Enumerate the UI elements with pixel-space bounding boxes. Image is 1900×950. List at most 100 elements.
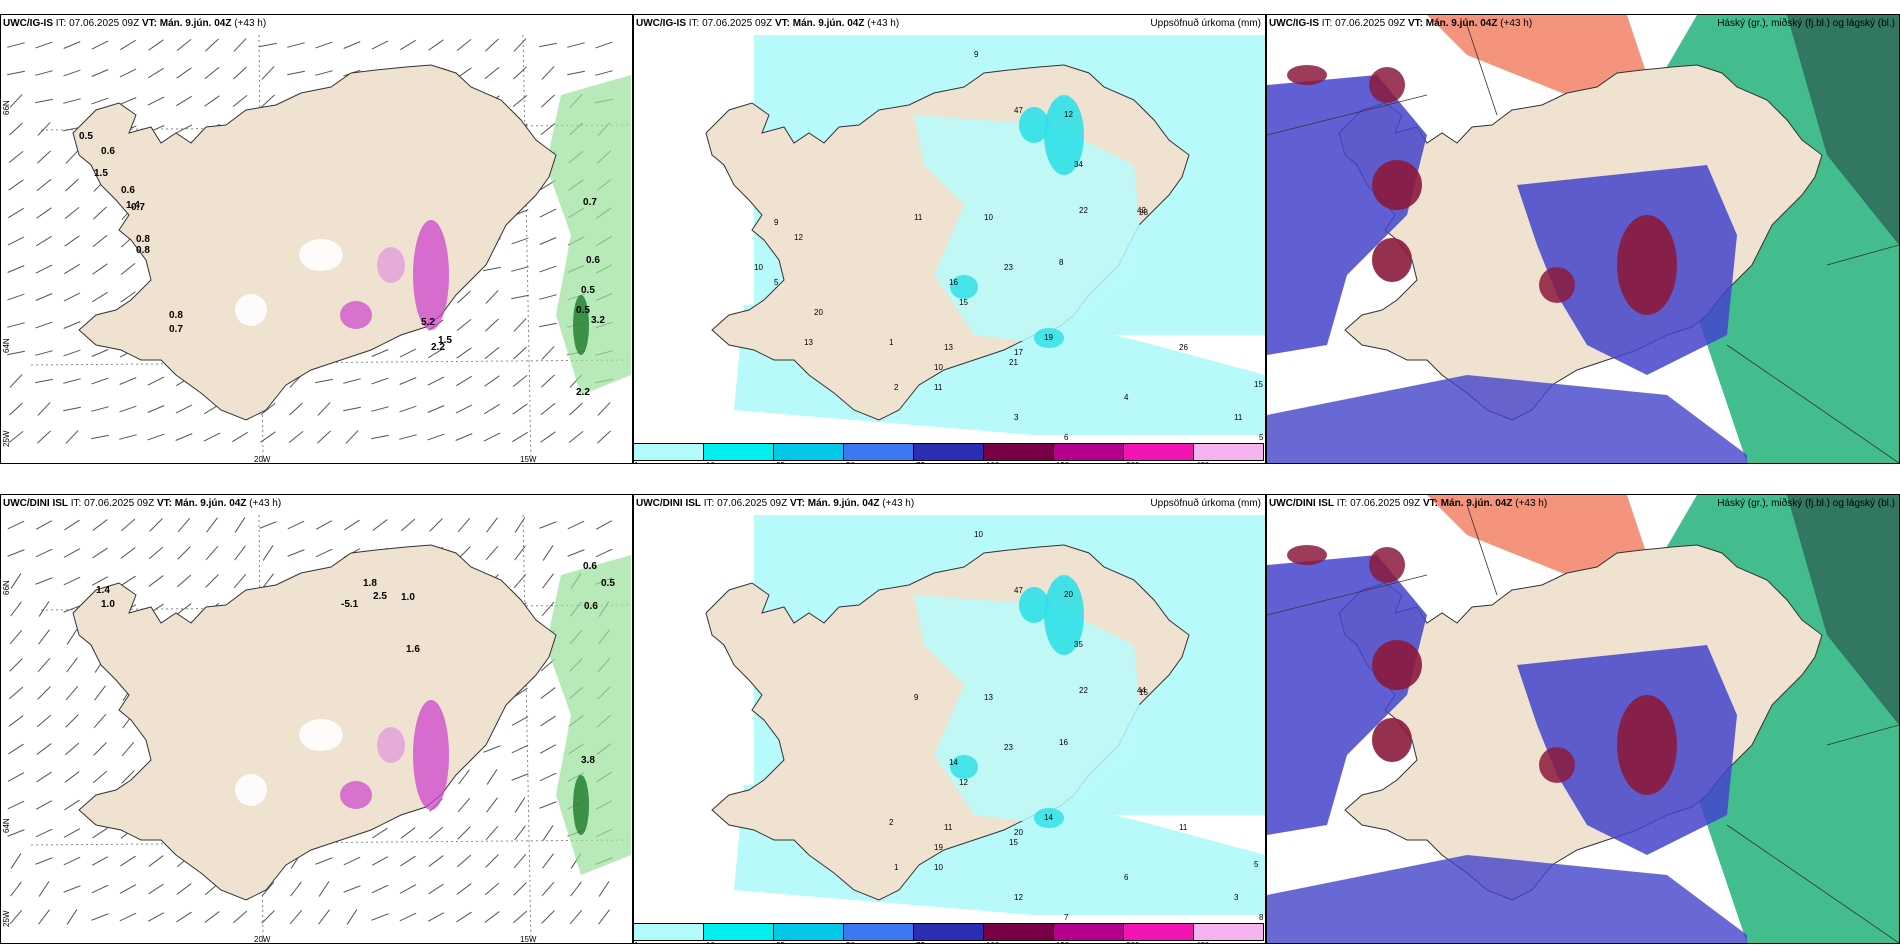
precip-moderate — [1034, 328, 1064, 348]
value-label: 47 — [1014, 106, 1023, 115]
value-label: 6 — [1064, 433, 1069, 442]
wind-barb — [512, 403, 528, 415]
panel-subtitle: Uppsöfnuð úrkoma (mm) — [1150, 498, 1261, 509]
wind-barb — [541, 66, 555, 80]
glacier — [235, 294, 267, 326]
low-cloud-area — [1267, 75, 1427, 355]
value-label: 22 — [1079, 206, 1088, 215]
lon-label-25w: 25W — [2, 910, 11, 927]
colorbar-tick-label: 150 — [1056, 941, 1069, 943]
border-line — [1726, 824, 1899, 943]
colorbar-tick-label: 50 — [846, 461, 855, 463]
wind-barb — [539, 322, 557, 328]
value-label: 0.6 — [586, 255, 600, 266]
colorbar-segment — [634, 924, 704, 940]
wind-barb — [512, 374, 528, 388]
wind-barb — [8, 743, 24, 755]
wind-barb — [458, 769, 470, 785]
heavy-rain — [573, 775, 589, 835]
rain-area — [546, 555, 631, 875]
value-label: 10 — [934, 363, 943, 372]
colorbar-segment — [914, 444, 984, 460]
value-label: 1.8 — [363, 578, 377, 589]
value-label: 28 — [1139, 208, 1148, 217]
wind-barb — [35, 321, 53, 329]
wind-barb — [512, 910, 528, 924]
value-label: 11 — [914, 213, 923, 222]
wind-barb — [64, 771, 80, 783]
wind-barb — [66, 909, 78, 925]
wind-barb — [176, 911, 192, 923]
border-line — [1267, 94, 1428, 136]
value-label: 3.2 — [591, 315, 605, 326]
wind-barb — [541, 881, 555, 897]
wind-barb — [541, 601, 555, 617]
wind-barb — [539, 237, 557, 245]
value-label: 19 — [934, 843, 943, 852]
colorbar-tick-label: 150 — [1056, 461, 1069, 463]
value-label: 0.5 — [581, 285, 595, 296]
value-label: 1.5 — [438, 335, 452, 346]
value-label: 12 — [794, 233, 803, 242]
colorbar-tick-label: 200 — [1126, 461, 1139, 463]
high-cloud-thin — [1427, 15, 1647, 95]
wind-barb — [66, 657, 78, 673]
colorbar-tick-label: 25 — [776, 941, 785, 943]
mid-cloud-area — [1617, 215, 1677, 315]
wind-barb — [567, 520, 585, 530]
lat-label-66n: 66N — [2, 100, 11, 115]
wind-barb — [38, 881, 50, 897]
snow-area — [340, 301, 372, 329]
value-label: 21 — [1009, 358, 1018, 367]
wind-barb — [540, 715, 556, 727]
wind-barb — [148, 39, 164, 51]
value-label: 11 — [944, 823, 953, 832]
value-label: 0.6 — [583, 561, 597, 572]
wind-barb — [10, 601, 22, 617]
wind-barb — [204, 95, 220, 107]
wind-barb — [176, 67, 192, 79]
precip-moderate — [1019, 107, 1049, 143]
wind-barb — [595, 70, 613, 76]
value-label: 7 — [1064, 913, 1069, 922]
rain-area — [546, 75, 631, 395]
value-label: 0.6 — [121, 185, 135, 196]
wind-barb — [64, 235, 80, 247]
value-label: 14 — [1044, 813, 1053, 822]
value-label: 22 — [1079, 686, 1088, 695]
wind-barb — [486, 769, 498, 785]
wind-barb — [63, 98, 81, 104]
precip-colorbar: 1 10 25 50 75 100 150 200 400 — [634, 443, 1264, 463]
wind-barb — [456, 318, 472, 332]
wind-barb — [371, 377, 389, 385]
wind-barb — [91, 349, 109, 357]
wind-barb — [121, 770, 135, 784]
wind-barb — [205, 574, 219, 588]
high-cloud-dense — [1787, 15, 1899, 245]
wind-barb — [456, 375, 472, 387]
colorbar-tick-label: 75 — [916, 461, 925, 463]
value-label: 1.6 — [406, 644, 420, 655]
wind-barb — [63, 406, 81, 412]
wind-barb — [120, 855, 136, 867]
wind-barb — [343, 856, 361, 866]
wind-barb — [569, 909, 583, 925]
low-cloud-area — [1267, 375, 1747, 463]
value-label: 23 — [1004, 743, 1013, 752]
wind-barb — [8, 686, 24, 700]
colorbar-segment — [984, 444, 1054, 460]
panel-title: UWC/IG-IS IT: 07.06.2025 09Z VT: Mán. 9.… — [636, 18, 900, 29]
panel-bot-mid: UWC/DINI ISL IT: 07.06.2025 09Z VT: Mán.… — [633, 494, 1266, 944]
wind-barb — [92, 234, 108, 248]
wind-barb — [511, 237, 529, 245]
mid-cloud-area — [1617, 695, 1677, 795]
value-label: 9 — [774, 218, 779, 227]
wind-barb — [7, 322, 25, 328]
wind-barb — [287, 549, 305, 557]
colorbar-segment — [844, 924, 914, 940]
wind-barb — [147, 96, 165, 106]
wind-barb — [9, 629, 23, 645]
wind-barb — [91, 406, 109, 412]
value-label: 5 — [1259, 433, 1264, 442]
wind-barb — [36, 178, 52, 192]
